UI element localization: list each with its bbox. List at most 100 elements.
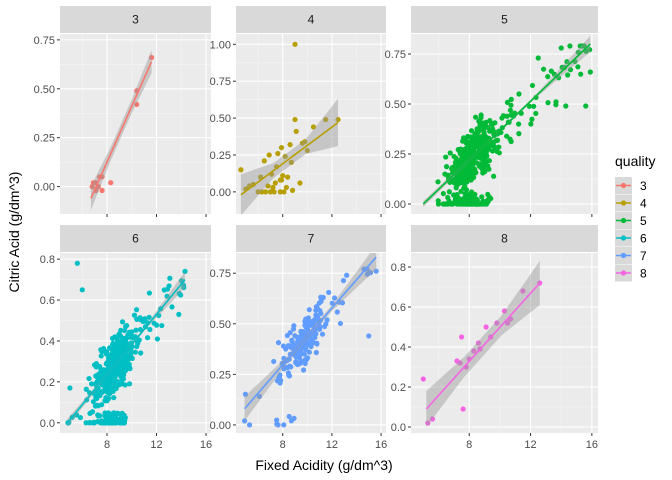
data-point (450, 176, 457, 183)
data-point (475, 340, 482, 346)
data-point (314, 305, 320, 311)
legend-label: 4 (640, 197, 647, 211)
data-point (443, 164, 450, 170)
data-point (134, 316, 140, 322)
data-point (294, 361, 301, 368)
x-axis-title: Fixed Acidity (g/dm^3) (255, 457, 392, 473)
data-point (302, 344, 309, 350)
data-point (93, 364, 99, 370)
y-tick-label: 0.25 (385, 149, 406, 161)
data-point (529, 82, 536, 89)
data-point (479, 120, 485, 126)
facet-strip-label: 5 (501, 13, 508, 27)
data-point (282, 153, 288, 160)
data-point (516, 91, 522, 97)
data-point (137, 327, 143, 333)
data-point (144, 335, 151, 341)
y-tick-label: 0.75 (385, 49, 406, 61)
data-point (516, 121, 522, 127)
confidence-band (426, 261, 540, 427)
data-point (452, 196, 459, 202)
data-point (94, 380, 100, 386)
x-tick-label: 16 (375, 439, 387, 451)
legend-title: quality (615, 153, 655, 169)
data-point (277, 380, 283, 386)
data-point (420, 376, 426, 382)
data-point (169, 304, 175, 310)
data-point (490, 128, 496, 134)
panel-background (60, 34, 211, 214)
data-point (159, 322, 165, 329)
data-point (587, 69, 593, 75)
data-point (469, 141, 475, 147)
data-point (106, 420, 112, 426)
data-point (468, 134, 474, 140)
data-point (295, 339, 301, 345)
data-point (340, 278, 347, 284)
legend-entry-7: 7 (615, 247, 647, 264)
data-point (490, 140, 496, 146)
data-point (302, 356, 309, 362)
data-point (107, 345, 113, 351)
data-point (451, 167, 457, 174)
data-point (331, 295, 338, 301)
point-layer (89, 49, 155, 211)
data-point (287, 363, 293, 369)
data-point (507, 107, 513, 113)
data-point (479, 139, 485, 146)
data-point (79, 287, 85, 293)
facet-strip (60, 6, 211, 33)
data-point (292, 116, 298, 123)
data-point (508, 102, 514, 108)
data-point (115, 369, 122, 375)
data-point (314, 341, 320, 347)
data-point (107, 354, 113, 360)
data-point (111, 395, 117, 401)
data-point (452, 160, 459, 166)
y-tick-label: 0.0 (391, 422, 406, 434)
data-point (176, 311, 182, 317)
data-point (575, 64, 581, 70)
data-point (508, 138, 514, 145)
data-point (298, 358, 304, 364)
data-point (491, 173, 497, 179)
facet-strip (411, 225, 598, 252)
data-point (455, 147, 461, 153)
fit-line (425, 282, 541, 410)
data-point (119, 319, 126, 325)
data-point (86, 375, 92, 382)
data-point (476, 163, 482, 169)
facet-strip (411, 6, 598, 33)
data-point (103, 395, 109, 401)
y-tick-label: 0.2 (391, 382, 406, 394)
data-point (305, 319, 311, 326)
data-point (291, 323, 297, 329)
data-point (128, 349, 134, 355)
data-point (90, 180, 97, 186)
data-point (496, 144, 502, 150)
data-point (445, 172, 451, 178)
facet-panel-4: 4 0.00 0.25 0.50 0.75 1.00 (210, 6, 386, 217)
point-layer (65, 260, 188, 427)
data-point (116, 345, 122, 352)
data-point (111, 420, 117, 426)
data-point (77, 414, 84, 421)
data-point (275, 150, 281, 157)
data-point (290, 341, 296, 347)
data-point (481, 129, 487, 135)
data-point (561, 64, 568, 71)
data-point (567, 67, 574, 73)
data-point (478, 112, 484, 118)
data-point (533, 94, 539, 101)
data-point (148, 54, 155, 61)
data-point (504, 99, 511, 105)
data-point (134, 343, 140, 350)
data-point (146, 314, 152, 320)
data-point (529, 116, 535, 122)
data-point (339, 300, 346, 306)
data-point (285, 174, 291, 180)
data-point (262, 189, 269, 195)
point-layer (420, 261, 543, 427)
y-tick-label: 0.75 (210, 268, 231, 280)
x-tick-label: 12 (150, 439, 162, 451)
